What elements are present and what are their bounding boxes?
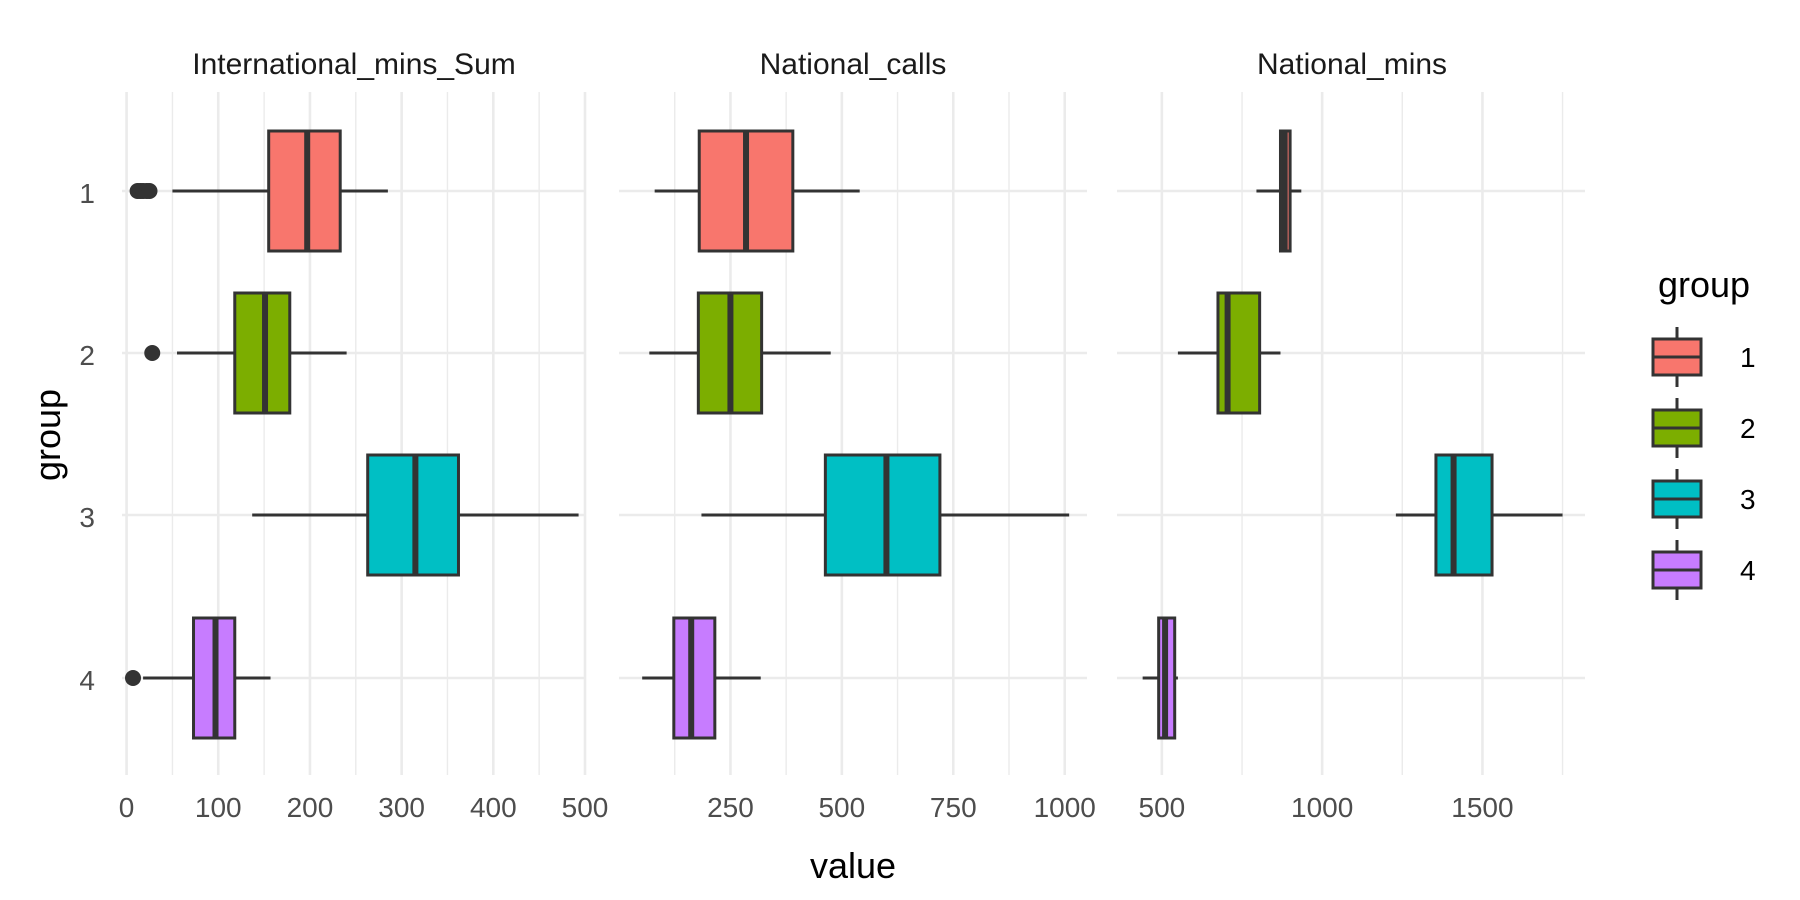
legend-key-4: 4	[1651, 540, 1756, 600]
x-tick-label: 750	[930, 792, 977, 823]
x-tick-label: 1000	[1291, 792, 1353, 823]
x-tick-label: 200	[287, 792, 334, 823]
x-tick-label: 300	[378, 792, 425, 823]
facet-panel-2: 250 500 750 1000	[619, 92, 1096, 823]
facet-title-1: International_mins_Sum	[192, 48, 516, 81]
box-group-4	[672, 616, 717, 740]
legend-label: 2	[1740, 413, 1756, 444]
legend: group 1 2 3 4	[1651, 264, 1756, 600]
legend-key-1: 1	[1651, 327, 1756, 387]
x-tick-label: 0	[119, 792, 135, 823]
x-tick-label: 500	[562, 792, 609, 823]
x-tick-label: 500	[1139, 792, 1186, 823]
legend-label: 4	[1740, 555, 1756, 586]
box-group-2	[1216, 291, 1262, 415]
facet-panel-3: 500 1000 1500	[1117, 92, 1585, 823]
x-tick-label: 1000	[1034, 792, 1096, 823]
box-group-3	[1434, 453, 1494, 577]
legend-label: 3	[1740, 484, 1756, 515]
legend-key-2: 2	[1651, 398, 1756, 458]
y-tick-label-2: 2	[79, 340, 95, 371]
y-tick-label-3: 3	[79, 502, 95, 533]
y-axis-title: group	[27, 389, 68, 481]
box-group-3	[823, 453, 942, 577]
y-tick-label-4: 4	[79, 665, 95, 696]
legend-title: group	[1658, 264, 1750, 305]
legend-key-3: 3	[1651, 469, 1756, 529]
facet-panel-1: 0 100 200 300 400 500	[119, 92, 609, 823]
outlier-point	[141, 183, 158, 199]
x-tick-label: 500	[818, 792, 865, 823]
outlier-point	[144, 345, 161, 361]
outlier-point	[125, 670, 142, 686]
legend-label: 1	[1740, 342, 1756, 373]
x-tick-label: 400	[470, 792, 517, 823]
x-tick-label: 1500	[1451, 792, 1513, 823]
facet-title-2: National_calls	[760, 48, 947, 81]
x-tick-label: 100	[195, 792, 242, 823]
x-axis-title: value	[810, 845, 896, 886]
x-tick-label: 250	[707, 792, 754, 823]
facet-title-3: National_mins	[1257, 48, 1447, 81]
y-tick-label-1: 1	[79, 178, 95, 209]
